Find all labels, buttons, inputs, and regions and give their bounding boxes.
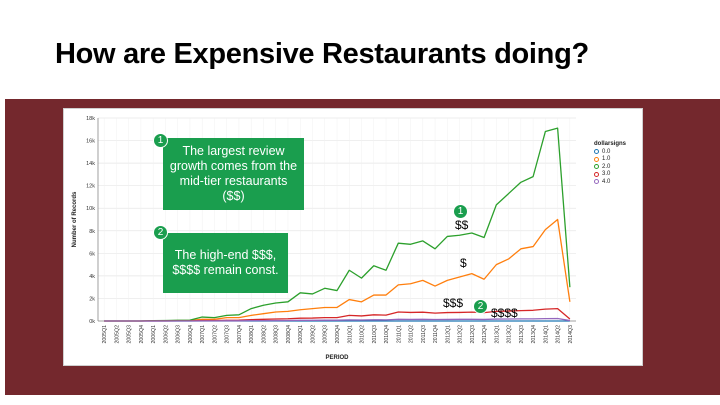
callout-badge-1: 1 [153,133,168,148]
legend-swatch-icon [594,164,599,170]
legend-label: 1.0 [602,156,611,163]
chart-legend: dollarsigns 0.0 1.0 2.0 3.0 4.0 [594,141,626,186]
x-tick-label: 2011Q4 [433,325,439,343]
y-tick-label: 2k [89,296,95,302]
y-tick-label: 14k [86,161,95,167]
x-tick-label: 2010Q2 [360,325,366,344]
x-tick-label: 2009Q2 [310,325,316,344]
x-tick-label: 2011Q3 [421,325,427,343]
legend-label: 3.0 [602,171,611,178]
x-tick-label: 2011Q2 [409,325,415,343]
legend-label: 4.0 [602,178,611,185]
label-top-tier: $$$$ [491,306,518,320]
x-tick-label: 2009Q1 [298,325,304,344]
callout-high-end: The high-end $$$, $$$$ remain const. [163,233,288,293]
legend-label: 2.0 [602,163,611,170]
series-line-4-0 [104,317,570,322]
y-tick-label: 0k [89,319,95,325]
legend-item: 4.0 [594,178,626,186]
x-tick-label: 2012Q2 [458,325,464,344]
x-tick-label: 2006Q4 [188,325,194,344]
slide-title: How are Expensive Restaurants doing? [55,38,589,70]
series-badge-1: 1 [453,204,468,219]
x-tick-label: 2008Q3 [274,325,280,344]
x-tick-label: 2006Q3 [176,325,182,344]
legend-swatch-icon [594,179,599,185]
y-axis-title: Number of Records [72,191,78,247]
x-tick-label: 2014Q3 [568,325,574,344]
x-tick-label: 2007Q4 [237,325,243,344]
x-tick-label: 2012Q1 [445,325,451,344]
y-tick-label: 8k [89,229,95,235]
legend-item: 1.0 [594,156,626,164]
legend-title: dollarsigns [594,141,627,147]
x-tick-label: 2007Q2 [212,325,218,344]
x-tick-label: 2010Q1 [347,325,353,344]
x-tick-label: 2011Q1 [396,325,402,343]
callout-mid-tier: The largest review growth comes from the… [163,138,304,210]
x-tick-label: 2008Q4 [286,325,292,344]
callout-badge-2: 2 [153,225,168,240]
y-tick-label: 10k [86,206,95,212]
y-tick-label: 16k [86,139,95,145]
legend-swatch-icon [594,156,599,162]
label-mid-tier: $$ [455,218,469,232]
label-low-tier: $ [460,256,467,270]
legend-label: 0.0 [602,148,611,155]
x-axis-title: PERIOD [325,355,349,361]
x-tick-label: 2008Q1 [249,325,255,344]
chart-card: 0k 2k 4k 6k 8k 10k 12k 14k 16k 18k 2005Q1 2005Q2 200… [63,108,643,366]
y-tick-label: 4k [89,274,95,280]
x-tick-label: 2010Q4 [384,325,390,344]
legend-swatch-icon [594,149,599,155]
x-tick-label: 2014Q1 [543,325,549,344]
x-tick-label: 2005Q2 [114,325,120,344]
legend-swatch-icon [594,171,599,177]
x-tick-label: 2009Q4 [335,325,341,344]
y-tick-label: 18k [86,116,95,122]
legend-item: 2.0 [594,163,626,171]
x-tick-label: 2006Q1 [151,325,157,344]
x-tick-label: 2008Q2 [261,325,267,344]
x-tick-label: 2014Q2 [556,325,562,344]
callout-mid-tier-text: The largest review growth comes from the… [169,144,298,203]
x-tick-label: 2005Q4 [139,325,145,344]
x-tick-label: 2013Q2 [507,325,513,344]
line-chart: 0k 2k 4k 6k 8k 10k 12k 14k 16k 18k 2005Q1 2005Q2 200… [72,116,576,361]
x-tick-label: 2013Q3 [519,325,525,344]
x-tick-label: 2009Q3 [323,325,329,344]
legend-item: 0.0 [594,148,626,156]
x-tick-label: 2005Q1 [102,325,108,344]
x-tick-label: 2013Q4 [531,325,537,344]
legend-item: 3.0 [594,171,626,179]
y-tick-label: 12k [86,184,95,190]
y-tick-label: 6k [89,251,95,257]
x-tick-label: 2010Q3 [372,325,378,344]
x-tick-label: 2005Q3 [127,325,133,344]
x-tick-label: 2012Q4 [482,325,488,344]
x-tick-label: 2012Q3 [470,325,476,344]
x-tick-label: 2007Q3 [225,325,231,344]
x-tick-label: 2006Q2 [163,325,169,344]
x-tick-label: 2007Q1 [200,325,206,344]
callout-high-end-text: The high-end $$$, $$$$ remain const. [172,248,279,277]
x-tick-label: 2013Q1 [494,325,500,344]
series-badge-2: 2 [473,299,488,314]
label-high-tier: $$$ [443,296,464,310]
